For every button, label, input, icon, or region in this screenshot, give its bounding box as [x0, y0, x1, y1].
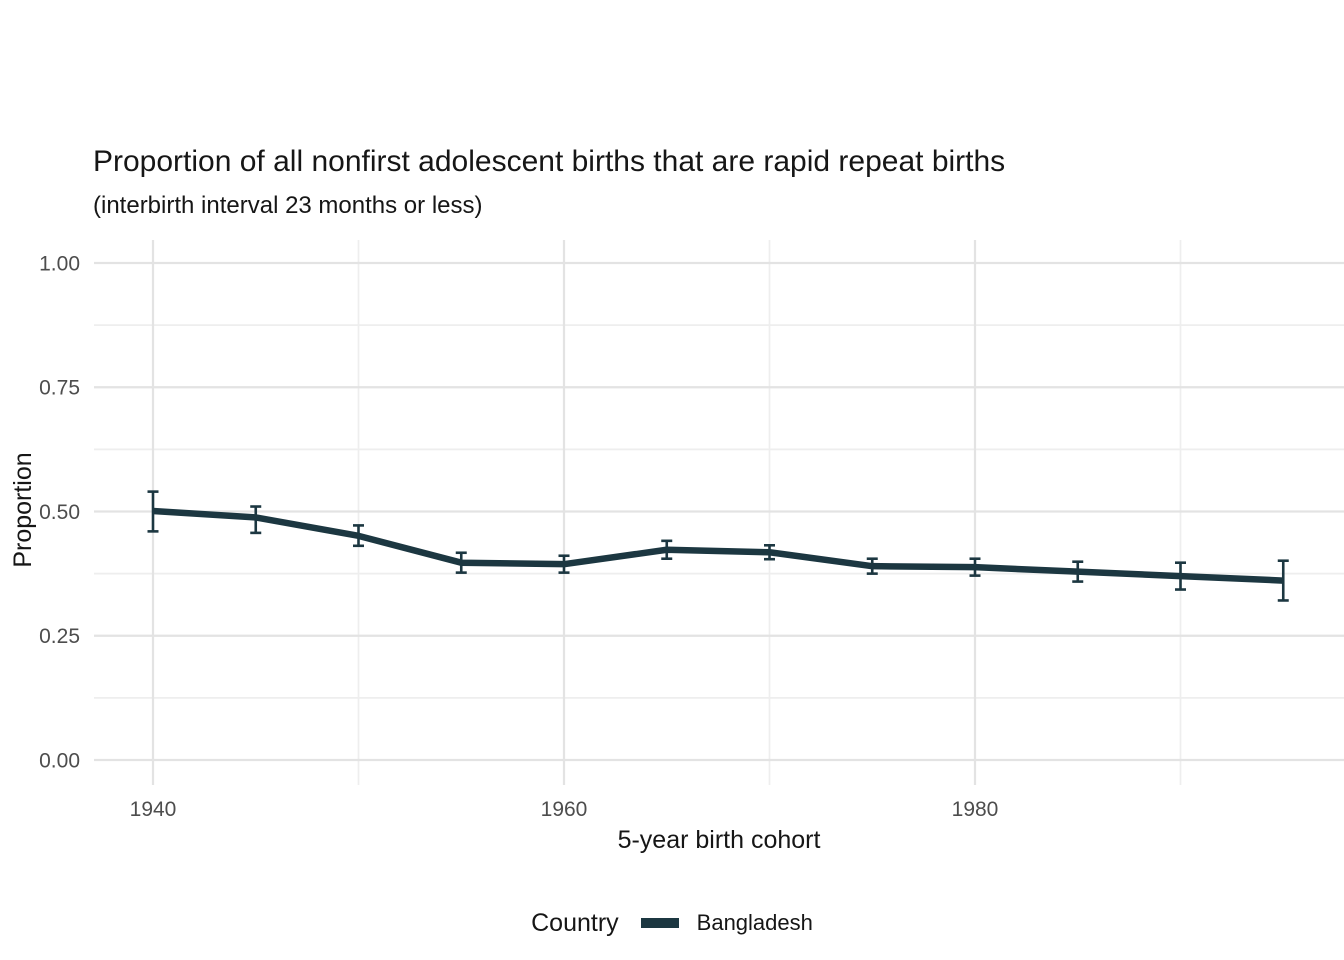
- y-tick-label: 0.75: [39, 377, 80, 400]
- x-tick-label: 1940: [130, 798, 177, 821]
- y-tick-label: 0.00: [39, 749, 80, 772]
- y-axis-title: Proportion: [9, 452, 37, 568]
- x-tick-label: 1980: [952, 798, 999, 821]
- legend-line-swatch: [640, 918, 679, 928]
- y-tick-label: 1.00: [39, 252, 80, 275]
- legend: Country Bangladesh: [0, 903, 1344, 943]
- legend-title: Country: [531, 908, 619, 937]
- series-line: [152, 507, 1284, 584]
- x-axis-title: 5-year birth cohort: [617, 826, 821, 854]
- x-tick-label: 1960: [541, 798, 588, 821]
- chart-subtitle: (interbirth interval 23 months or less): [93, 192, 483, 219]
- y-tick-label: 0.50: [39, 501, 80, 524]
- legend-entry-label: Bangladesh: [696, 910, 813, 935]
- chart-title: Proportion of all nonfirst adolescent bi…: [93, 145, 1006, 178]
- y-tick-label: 0.25: [39, 625, 80, 648]
